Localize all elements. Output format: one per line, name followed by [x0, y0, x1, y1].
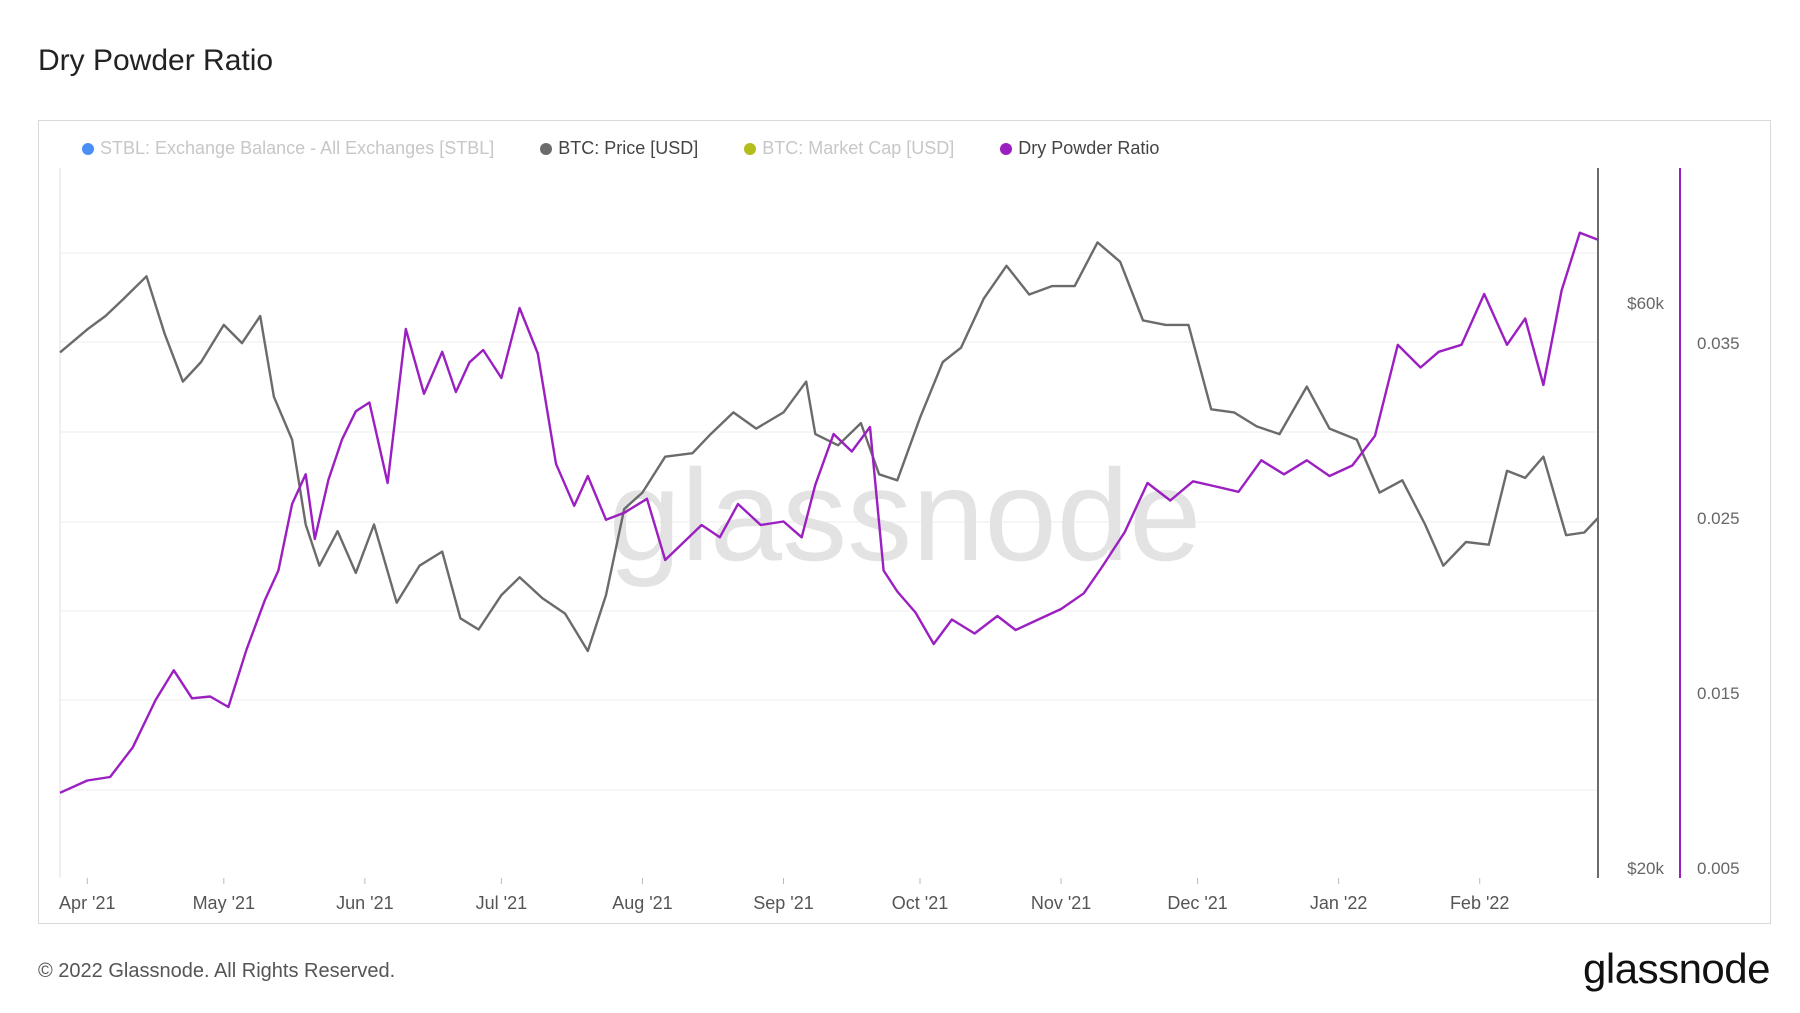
x-tick-label: Jan '22 [1310, 893, 1367, 913]
x-tick-label: Oct '21 [892, 893, 948, 913]
x-tick-label: Sep '21 [753, 893, 814, 913]
glassnode-logo[interactable]: glassnode [1583, 945, 1770, 992]
btc-price-line [59, 241, 1599, 653]
legend-item[interactable]: BTC: Price [USD] [540, 138, 698, 159]
legend-dot-icon [82, 142, 94, 155]
legend-dot-icon [540, 142, 553, 155]
legend-label: Dry Powder Ratio [1018, 138, 1160, 158]
price-tick-label: $60k [1627, 294, 1664, 313]
copyright-text: © 2022 Glassnode. All Rights Reserved. [38, 960, 396, 982]
chart-legend: STBL: Exchange Balance - All Exchanges [… [82, 138, 1159, 159]
ratio-tick-label: 0.005 [1697, 859, 1740, 878]
legend-item[interactable]: BTC: Market Cap [USD] [744, 138, 954, 159]
dry-powder-ratio-line [59, 231, 1599, 794]
x-tick-label: May '21 [193, 893, 255, 913]
x-tick-label: Feb '22 [1450, 893, 1509, 913]
x-tick-label: Nov '21 [1031, 893, 1091, 913]
legend-item[interactable]: Dry Powder Ratio [1000, 138, 1159, 159]
legend-label: BTC: Market Cap [USD] [762, 138, 955, 158]
x-tick-label: Apr '21 [59, 893, 115, 913]
legend-label: STBL: Exchange Balance - All Exchanges [… [100, 138, 495, 158]
ratio-tick-label: 0.015 [1697, 684, 1740, 703]
legend-label: BTC: Price [USD] [558, 138, 699, 158]
watermark-text: glassnode [609, 442, 1202, 588]
legend-dot-icon [1000, 142, 1013, 155]
x-tick-label: Jun '21 [336, 893, 393, 913]
legend-item[interactable]: STBL: Exchange Balance - All Exchanges [… [82, 138, 494, 159]
ratio-tick-label: 0.025 [1697, 509, 1740, 528]
x-tick-label: Dec '21 [1167, 893, 1227, 913]
x-tick-label: Aug '21 [612, 893, 673, 913]
price-tick-label: $20k [1627, 859, 1664, 878]
chart-title: Dry Powder Ratio [38, 44, 274, 77]
chart-panel [38, 120, 1771, 924]
ratio-tick-label: 0.035 [1697, 334, 1740, 353]
x-tick-label: Jul '21 [476, 893, 527, 913]
legend-dot-icon [744, 142, 757, 155]
